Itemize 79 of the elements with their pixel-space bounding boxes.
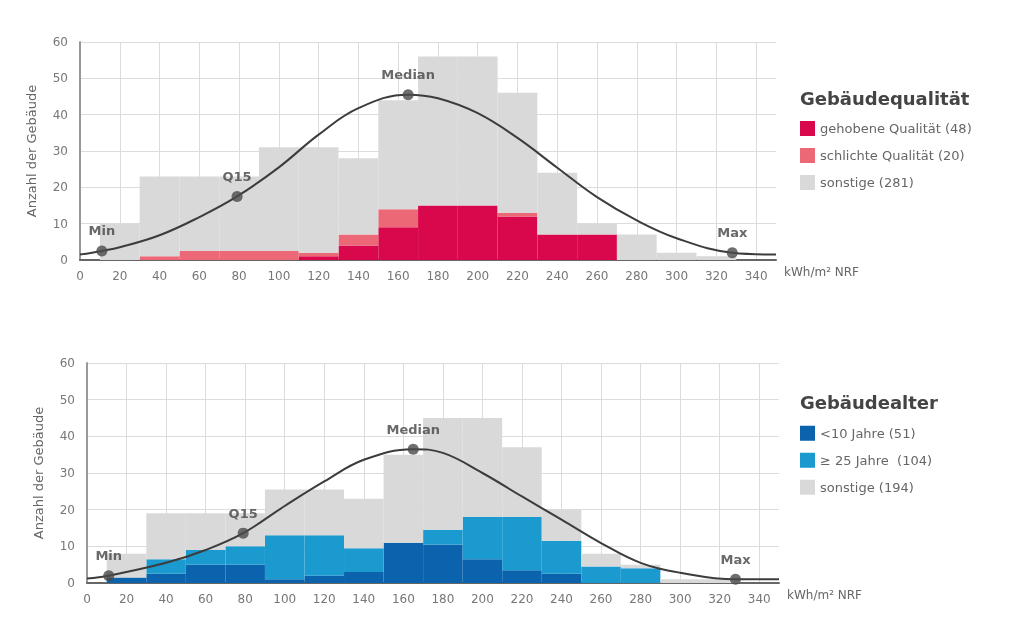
legend-label: ≥ 25 Jahre (104) [820, 452, 933, 468]
x-tick-label: 320 [704, 269, 728, 283]
y-tick-label: 30 [52, 144, 68, 158]
legend-title: Gebäudequalität [800, 87, 970, 109]
x-tick-label: 160 [386, 269, 410, 283]
x-tick-label: 0 [83, 592, 91, 606]
y-tick-label: 60 [52, 35, 68, 49]
y-tick-label: 40 [52, 107, 68, 122]
point [402, 89, 414, 101]
x-tick-label: 240 [545, 269, 569, 283]
x-tick-label: 120 [307, 269, 331, 283]
annotation: Max [717, 225, 748, 241]
x-tick-label: 60 [197, 592, 214, 606]
annotation: Median [381, 67, 435, 83]
legend-label: sonstige (194) [820, 479, 914, 495]
y-tick-label: 20 [52, 180, 68, 195]
x-tick-label: 140 [346, 269, 370, 283]
x-tick-label: 0 [76, 269, 84, 283]
legend-label: schlichte Qualität (20) [820, 148, 965, 163]
point [730, 573, 741, 585]
y-tick-label: 0 [67, 576, 75, 590]
x-tick-label: 100 [267, 269, 291, 283]
x-tick-label: 180 [426, 269, 450, 283]
x-tick-label: 260 [589, 592, 613, 606]
x-tick-label: 300 [665, 269, 689, 283]
y-tick-label: 60 [59, 356, 75, 370]
annotation: Max [720, 551, 752, 567]
x-tick-label: 120 [312, 592, 336, 606]
y-tick-label: 10 [52, 216, 68, 231]
x-tick-label: 340 [744, 269, 768, 283]
legend-title: Gebäudealter [800, 392, 939, 414]
x-tick-label: 300 [668, 592, 692, 606]
point [407, 443, 419, 455]
y-tick-label: 10 [59, 539, 75, 554]
x-tick-label: 20 [112, 269, 128, 283]
y-axis-title: Anzahl der Gebäude [31, 406, 46, 540]
point [103, 570, 115, 582]
x-tick-label: 80 [231, 269, 247, 283]
point [96, 245, 108, 257]
x-tick-label: 40 [158, 592, 174, 606]
x-tick-label: 220 [506, 269, 529, 283]
legend-label: gehobene Qualität (48) [820, 121, 972, 136]
annotation: Q15 [228, 505, 258, 521]
bar [338, 234, 379, 246]
x-tick-label: 280 [629, 592, 653, 606]
x-axis-title: kWh/m² NRF [784, 265, 860, 279]
x-tick-label: 320 [708, 592, 732, 606]
bar [378, 209, 419, 228]
x-tick-label: 20 [118, 592, 135, 606]
y-tick-label: 50 [52, 71, 68, 86]
x-tick-label: 260 [585, 269, 609, 283]
x-tick-label: 60 [191, 269, 207, 283]
x-axis-title: kWh/m² NRF [787, 588, 863, 602]
annotation: Min [88, 223, 116, 239]
y-tick-label: 50 [59, 392, 75, 407]
x-tick-label: 100 [273, 592, 297, 606]
x-tick-label: 280 [625, 269, 649, 283]
x-tick-label: 200 [470, 592, 494, 606]
legend-label: <10 Jahre (51) [820, 425, 916, 441]
x-tick-label: 340 [747, 592, 771, 606]
y-tick-label: 20 [59, 502, 75, 517]
y-tick-label: 30 [59, 466, 75, 480]
annotation: Min [95, 548, 123, 564]
annotation: Median [386, 421, 440, 437]
x-tick-label: 40 [151, 269, 168, 283]
point [231, 190, 243, 202]
x-tick-label: 160 [391, 592, 415, 606]
x-tick-label: 200 [466, 269, 490, 283]
legend-label: sonstige (281) [820, 175, 914, 190]
point [726, 247, 738, 259]
x-tick-label: 240 [550, 592, 573, 606]
x-tick-label: 80 [237, 592, 253, 606]
y-tick-label: 40 [59, 429, 75, 444]
x-tick-label: 220 [510, 592, 534, 606]
x-tick-label: 140 [352, 592, 376, 606]
y-axis-title: Anzahl der Gebäude [24, 84, 39, 218]
annotation: Q15 [222, 168, 252, 184]
x-tick-label: 180 [431, 592, 455, 606]
y-tick-label: 0 [60, 253, 68, 267]
